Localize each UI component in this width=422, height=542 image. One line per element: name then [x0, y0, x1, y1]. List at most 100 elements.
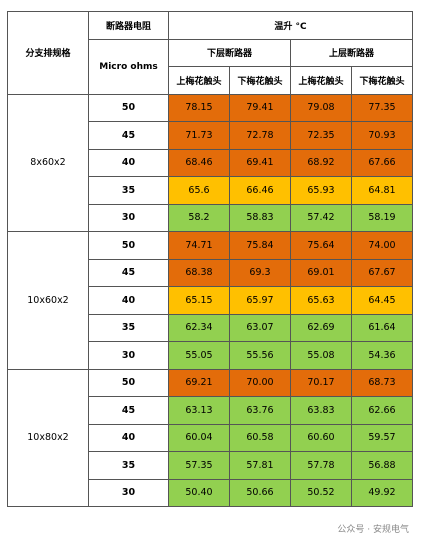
temp-value-cell: 68.73	[351, 368, 413, 397]
temp-value-cell: 69.21	[168, 368, 230, 397]
resistance-cell: 45	[88, 258, 169, 287]
col-upper-contact-header: 上梅花触头	[290, 66, 352, 95]
temp-value-cell: 59.57	[351, 423, 413, 452]
resistance-cell: 35	[88, 313, 169, 342]
temp-value-cell: 62.69	[290, 313, 352, 342]
col-lower-contact-header: 下梅花触头	[229, 66, 291, 95]
temp-value-cell: 79.08	[290, 93, 352, 122]
group-name-cell: 8x60x2	[7, 93, 89, 232]
temp-value-cell: 62.66	[351, 396, 413, 425]
temp-value-cell: 61.64	[351, 313, 413, 342]
temp-value-cell: 58.19	[351, 203, 413, 232]
temp-value-cell: 70.17	[290, 368, 352, 397]
col-upper-contact-header: 上梅花触头	[168, 66, 230, 95]
temp-value-cell: 75.64	[290, 231, 352, 260]
temp-rise-header: 温升 °C	[168, 11, 413, 40]
temp-value-cell: 50.66	[229, 478, 291, 507]
temp-value-cell: 58.2	[168, 203, 230, 232]
temp-value-cell: 63.76	[229, 396, 291, 425]
temp-value-cell: 57.78	[290, 451, 352, 480]
temp-value-cell: 68.46	[168, 148, 230, 177]
table-row: 10x80x2 50 69.21 70.00 70.17 68.73	[7, 368, 413, 507]
temp-value-cell: 50.52	[290, 478, 352, 507]
resistance-label-header: 断路器电阻	[88, 11, 169, 40]
temp-value-cell: 75.84	[229, 231, 291, 260]
resistance-cell: 30	[88, 478, 169, 507]
table-row: 40 68.46 69.41 68.92 67.66	[8, 148, 413, 177]
temp-value-cell: 72.35	[290, 121, 352, 150]
temp-value-cell: 63.13	[168, 396, 230, 425]
group-name-cell: 10x60x2	[7, 231, 89, 370]
temp-value-cell: 71.73	[168, 121, 230, 150]
resistance-cell: 35	[88, 176, 169, 205]
temp-value-cell: 64.45	[351, 286, 413, 315]
table-row: 45 71.73 72.78 72.35 70.93	[8, 121, 413, 150]
group-name-cell: 10x80x2	[7, 368, 89, 507]
temp-value-cell: 65.63	[290, 286, 352, 315]
temp-value-cell: 79.41	[229, 93, 291, 122]
temp-value-cell: 60.58	[229, 423, 291, 452]
temp-value-cell: 65.93	[290, 176, 352, 205]
temp-value-cell: 57.42	[290, 203, 352, 232]
temp-value-cell: 56.88	[351, 451, 413, 480]
temp-value-cell: 63.83	[290, 396, 352, 425]
table-row: 8x60x2 50 78.15 79.41 79.08 77.35	[7, 93, 413, 232]
temp-value-cell: 50.40	[168, 478, 230, 507]
temp-value-cell: 72.78	[229, 121, 291, 150]
resistance-cell: 30	[88, 341, 169, 370]
temp-value-cell: 58.83	[229, 203, 291, 232]
resistance-cell: 45	[88, 396, 169, 425]
temp-value-cell: 69.41	[229, 148, 291, 177]
temp-value-cell: 68.38	[168, 258, 230, 287]
temp-value-cell: 65.6	[168, 176, 230, 205]
table-row: 35 65.6 66.46 65.93 64.81	[8, 176, 413, 205]
temp-value-cell: 77.35	[351, 93, 413, 122]
upper-breaker-header: 上层断路器	[290, 38, 413, 67]
resistance-cell: 50	[88, 231, 169, 260]
temp-value-cell: 69.01	[290, 258, 352, 287]
temp-value-cell: 74.00	[351, 231, 413, 260]
table-row: 10x60x2 50 74.71 75.84 75.64 74.00	[7, 231, 413, 370]
watermark: 公众号 · 安规电气	[334, 521, 412, 536]
table-row: 30 50.40 50.66 50.52 49.92	[8, 478, 413, 507]
temp-value-cell: 55.08	[290, 341, 352, 370]
resistance-cell: 50	[88, 93, 169, 122]
temp-value-cell: 54.36	[351, 341, 413, 370]
temp-value-cell: 65.97	[229, 286, 291, 315]
resistance-unit-header: Micro ohms	[88, 38, 169, 95]
temp-value-cell: 78.15	[168, 93, 230, 122]
temp-value-cell: 70.00	[229, 368, 291, 397]
temp-value-cell: 64.81	[351, 176, 413, 205]
temp-value-cell: 62.34	[168, 313, 230, 342]
temp-value-cell: 74.71	[168, 231, 230, 260]
group-label-header: 分支排规格	[7, 11, 89, 95]
temp-value-cell: 57.81	[229, 451, 291, 480]
temp-value-cell: 63.07	[229, 313, 291, 342]
temp-value-cell: 60.60	[290, 423, 352, 452]
temperature-rise-table: 分支排规格 断路器电阻 温升 °C Micro ohms 下层断路器 上层断路器…	[7, 11, 413, 507]
table-row: 35 57.35 57.81 57.78 56.88	[8, 451, 413, 480]
temp-value-cell: 67.66	[351, 148, 413, 177]
temp-value-cell: 68.92	[290, 148, 352, 177]
temp-value-cell: 60.04	[168, 423, 230, 452]
resistance-cell: 30	[88, 203, 169, 232]
lower-breaker-header: 下层断路器	[168, 38, 291, 67]
temp-value-cell: 57.35	[168, 451, 230, 480]
col-lower-contact-header: 下梅花触头	[351, 66, 413, 95]
resistance-cell: 50	[88, 368, 169, 397]
temp-value-cell: 65.15	[168, 286, 230, 315]
resistance-cell: 45	[88, 121, 169, 150]
temp-value-cell: 70.93	[351, 121, 413, 150]
resistance-cell: 40	[88, 423, 169, 452]
table-row: 30 55.05 55.56 55.08 54.36	[8, 341, 413, 370]
table-row: 30 58.2 58.83 57.42 58.19	[8, 203, 413, 232]
resistance-cell: 40	[88, 286, 169, 315]
temp-value-cell: 69.3	[229, 258, 291, 287]
temp-value-cell: 49.92	[351, 478, 413, 507]
temp-value-cell: 55.05	[168, 341, 230, 370]
temp-value-cell: 67.67	[351, 258, 413, 287]
table-row: 40 60.04 60.58 60.60 59.57	[8, 423, 413, 452]
temp-value-cell: 66.46	[229, 176, 291, 205]
resistance-cell: 40	[88, 148, 169, 177]
table-row: 45 63.13 63.76 63.83 62.66	[8, 396, 413, 425]
